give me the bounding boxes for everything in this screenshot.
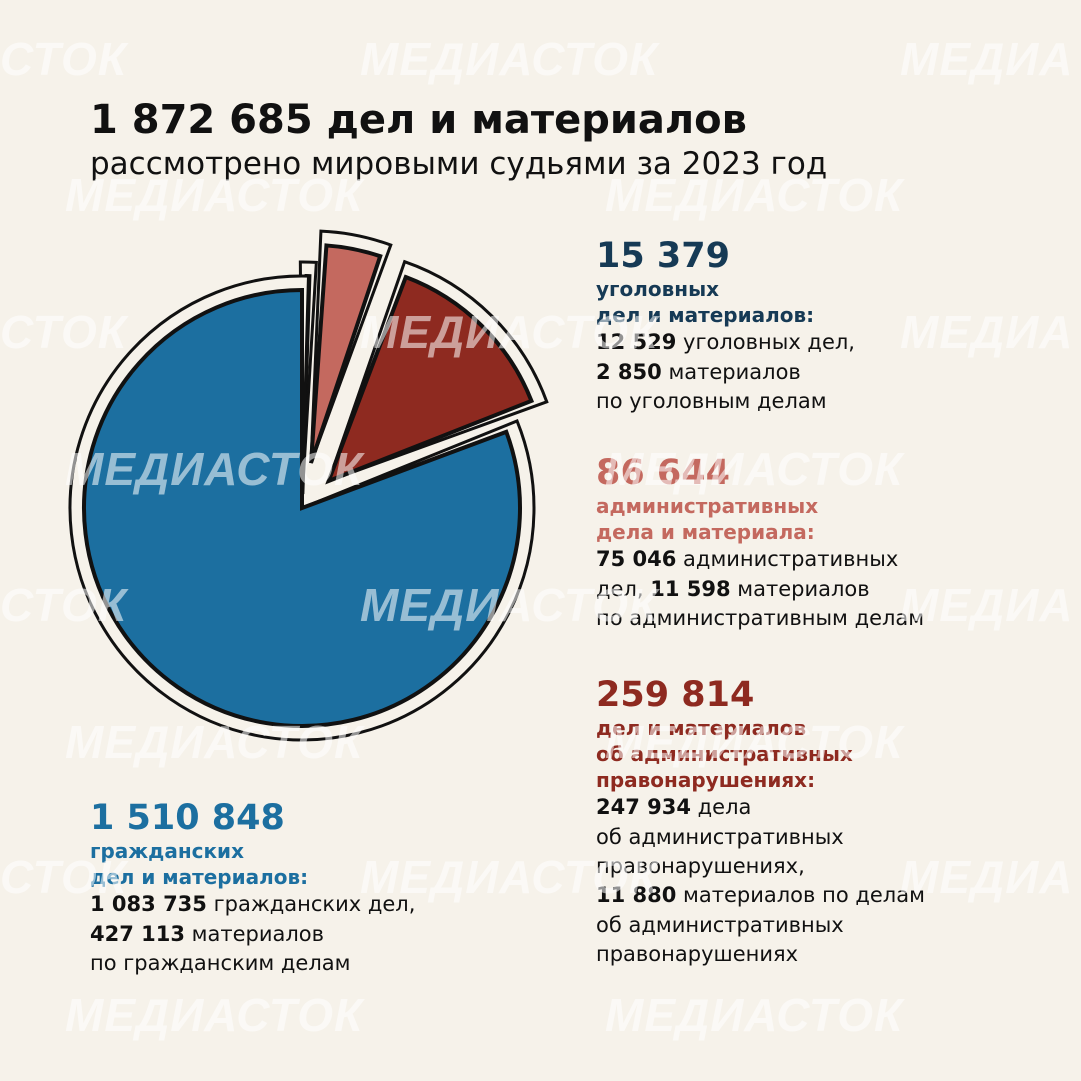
offenses-heading: дел и материалов bbox=[596, 716, 807, 741]
offenses-value: 259 814 bbox=[596, 675, 755, 715]
criminal-heading: уголовных bbox=[596, 277, 720, 302]
administrative-detail: 75 046 административных bbox=[596, 547, 899, 572]
pie-slice-administrative bbox=[309, 243, 383, 464]
civil-value: 1 510 848 bbox=[90, 798, 285, 838]
criminal-detail: по уголовным делам bbox=[596, 389, 827, 414]
page-subtitle: рассмотрено мировыми судьями за 2023 год bbox=[90, 146, 828, 182]
offenses-heading: об административных bbox=[596, 742, 853, 767]
administrative-block: 86 644 административных дела и материала… bbox=[596, 453, 924, 633]
offenses-detail: 11 880 материалов по делам bbox=[596, 883, 925, 908]
civil-detail: 427 113 материалов bbox=[90, 921, 325, 946]
civil-block: 1 510 848 гражданских дел и материалов: … bbox=[90, 798, 415, 978]
administrative-detail: дел, 11 598 материалов bbox=[596, 576, 870, 601]
offenses-detail: правонарушениях, bbox=[596, 854, 805, 879]
title-block: 1 872 685 дел и материалов рассмотрено м… bbox=[90, 96, 827, 183]
civil-detail: по гражданским делам bbox=[90, 951, 351, 976]
offenses-detail: об административных bbox=[596, 912, 844, 937]
civil-heading: дел и материалов: bbox=[90, 865, 309, 890]
civil-detail: 1 083 735 гражданских дел, bbox=[90, 892, 416, 917]
civil-heading: гражданских bbox=[90, 839, 244, 864]
offenses-heading: правонарушениях: bbox=[596, 768, 816, 793]
offenses-block: 259 814 дел и материалов об администрати… bbox=[596, 675, 925, 970]
administrative-heading: дела и материала: bbox=[596, 520, 815, 545]
criminal-detail: 2 850 материалов bbox=[596, 359, 801, 384]
offenses-detail: правонарушениях bbox=[596, 942, 799, 967]
page-title: 1 872 685 дел и материалов bbox=[90, 97, 747, 143]
administrative-detail: по административным делам bbox=[596, 606, 925, 631]
offenses-detail: об административных bbox=[596, 824, 844, 849]
pie-slice-offenses bbox=[325, 274, 535, 485]
criminal-block: 15 379 уголовных дел и материалов: 12 52… bbox=[596, 236, 855, 416]
criminal-heading: дел и материалов: bbox=[596, 303, 815, 328]
criminal-detail: 12 529 уголовных дел, bbox=[596, 330, 855, 355]
criminal-value: 15 379 bbox=[596, 236, 730, 276]
administrative-heading: административных bbox=[596, 494, 819, 519]
administrative-value: 86 644 bbox=[596, 453, 730, 493]
offenses-detail: 247 934 дела bbox=[596, 795, 752, 820]
pie-slice-civil bbox=[82, 287, 522, 728]
